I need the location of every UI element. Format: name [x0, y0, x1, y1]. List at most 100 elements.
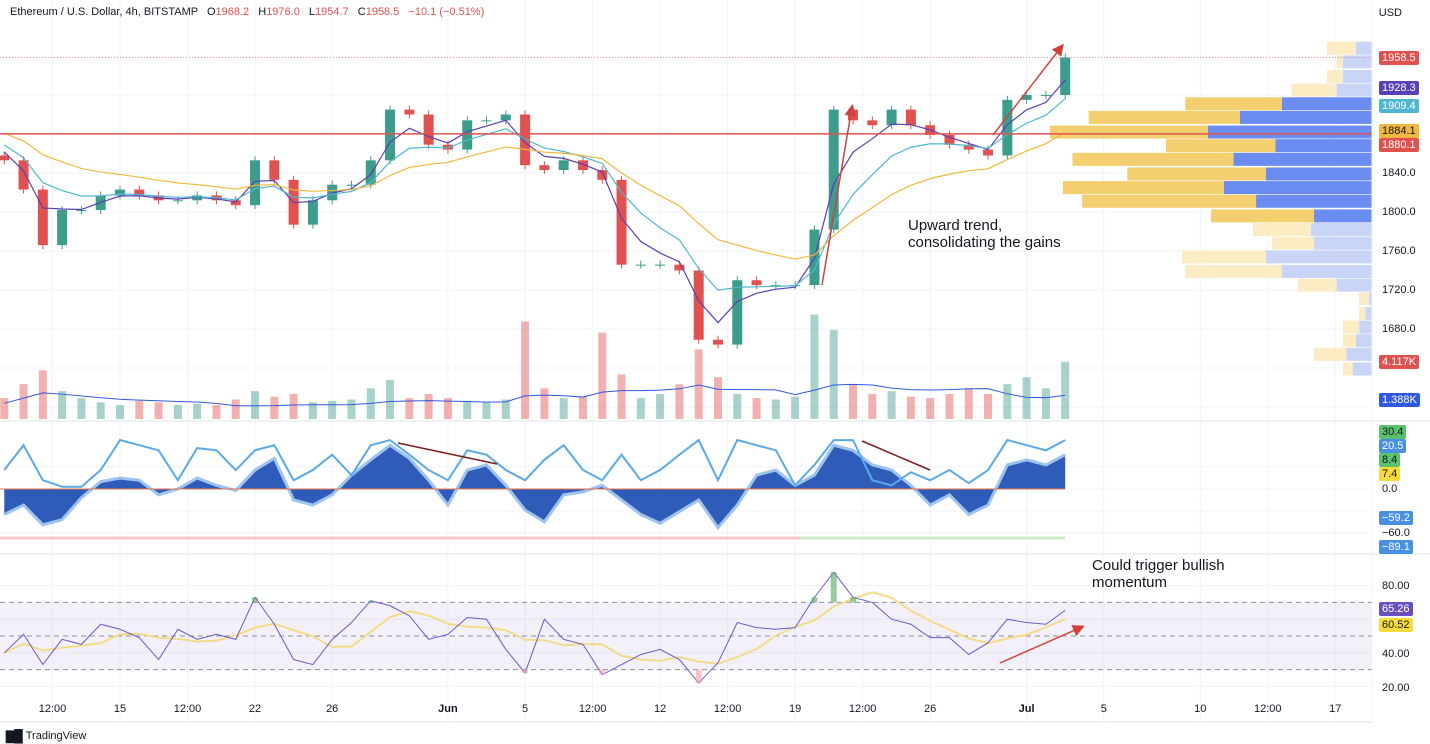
volume-bar	[19, 384, 28, 419]
profile-up-volume	[1343, 55, 1372, 69]
rsi-tick: 20.00	[1382, 682, 1410, 694]
ema-mid-line	[3, 98, 1066, 291]
candle-down	[134, 189, 145, 196]
volume-bar	[849, 384, 858, 419]
profile-down-volume	[1185, 97, 1282, 111]
volume-bar	[251, 391, 260, 419]
volume-bar	[675, 384, 684, 419]
volume-bar	[173, 405, 182, 419]
annotations	[0, 43, 1372, 664]
volume-bar	[617, 374, 626, 419]
resistance-label: 1880.1	[1379, 138, 1419, 152]
profile-down-volume	[1343, 334, 1356, 348]
profile-down-volume	[1127, 167, 1266, 181]
volume-bars	[0, 314, 1070, 419]
volume-bar	[77, 398, 86, 419]
moving-averages	[3, 79, 1066, 324]
candle-up	[886, 109, 897, 126]
profile-down-volume	[1050, 125, 1208, 139]
osc-label: 30.4	[1379, 425, 1407, 439]
change-value: −10.1 (−0.51%)	[408, 6, 485, 18]
profile-down-volume	[1062, 181, 1224, 195]
rsi-value-label: 65.26	[1379, 602, 1413, 616]
time-tick: 5	[522, 703, 529, 715]
currency-selector[interactable]: USD	[1378, 7, 1402, 19]
volume-bar	[964, 388, 973, 419]
volume-bar	[540, 388, 549, 419]
candle-down	[404, 109, 415, 115]
profile-down-volume	[1297, 278, 1337, 292]
osc-label: −89.1	[1379, 540, 1413, 554]
candles	[0, 53, 1071, 349]
volume-bar	[559, 398, 568, 419]
price-tick: 1840.0	[1382, 167, 1416, 179]
symbol-header: Ethereum / U.S. Dollar, 4h, BITSTAMP O19…	[10, 6, 484, 18]
volume-bar	[791, 396, 800, 419]
profile-down-volume	[1314, 347, 1347, 361]
volume-bar	[154, 402, 163, 419]
candle-up	[115, 189, 125, 196]
volume-bar	[926, 398, 935, 419]
osc-label: 8.4	[1379, 453, 1401, 467]
volume-bar	[231, 399, 240, 419]
volume-bar	[887, 391, 896, 419]
price-tick: 1720.0	[1382, 284, 1416, 296]
candle-up	[828, 109, 839, 230]
candle-down	[983, 149, 994, 156]
volume-bar	[58, 391, 67, 419]
rsi-pane	[0, 571, 1372, 684]
volume-bar	[463, 400, 472, 419]
symbol-name[interactable]: Ethereum / U.S. Dollar, 4h, BITSTAMP	[10, 6, 198, 18]
volume-bar	[578, 396, 587, 419]
candle-up	[385, 109, 396, 161]
candle-down	[963, 144, 974, 150]
ema-mid-label: 1909.4	[1379, 99, 1419, 113]
close-label: C	[357, 6, 366, 18]
time-tick: 22	[248, 703, 262, 715]
candle-up	[346, 184, 357, 186]
rsi-line	[3, 571, 1066, 684]
volume-bar	[810, 314, 819, 419]
profile-down-volume	[1165, 139, 1276, 153]
profile-up-volume	[1281, 264, 1372, 278]
rsi-ma-line	[3, 591, 1066, 665]
ema-slow-line	[4, 131, 1066, 260]
volume-bar	[945, 393, 954, 419]
tradingview-logo-icon: ▇█	[6, 729, 23, 743]
candle-down	[442, 144, 453, 150]
profile-up-volume	[1352, 362, 1372, 376]
profile-up-volume	[1343, 69, 1372, 83]
time-tick: 12:00	[38, 703, 67, 715]
candle-down	[751, 280, 762, 286]
trend-annotation: Upward trend, consolidating the gains	[908, 217, 1061, 251]
volume-bar	[694, 349, 703, 419]
profile-down-volume	[1072, 152, 1234, 166]
volume-bar	[501, 399, 510, 419]
volume-bar	[0, 398, 9, 419]
profile-down-volume	[1359, 306, 1366, 320]
wave-outline	[3, 443, 1066, 531]
wave-oscillator	[0, 438, 1066, 540]
candle-down	[37, 189, 48, 246]
ema-slow-label: 1884.1	[1379, 124, 1419, 138]
profile-down-volume	[1359, 292, 1369, 306]
profile-up-volume	[1275, 139, 1372, 153]
profile-down-volume	[1326, 69, 1344, 83]
volume-bar	[656, 393, 665, 419]
price-tick: 1760.0	[1382, 245, 1416, 257]
volume-bar	[984, 393, 993, 419]
profile-up-volume	[1223, 181, 1372, 195]
candle-down	[867, 120, 878, 126]
profile-down-volume	[1088, 110, 1240, 124]
candle-up	[558, 160, 569, 171]
osc-tick: 0.0	[1382, 483, 1398, 495]
profile-up-volume	[1314, 209, 1372, 223]
profile-up-volume	[1368, 292, 1372, 306]
tradingview-logo[interactable]: ▇█ TradingView	[6, 729, 86, 743]
volume-bar	[212, 405, 221, 419]
candle-down	[674, 264, 685, 271]
candle-up	[481, 120, 492, 122]
time-tick: 12:00	[713, 703, 742, 715]
candle-down	[269, 160, 280, 180]
